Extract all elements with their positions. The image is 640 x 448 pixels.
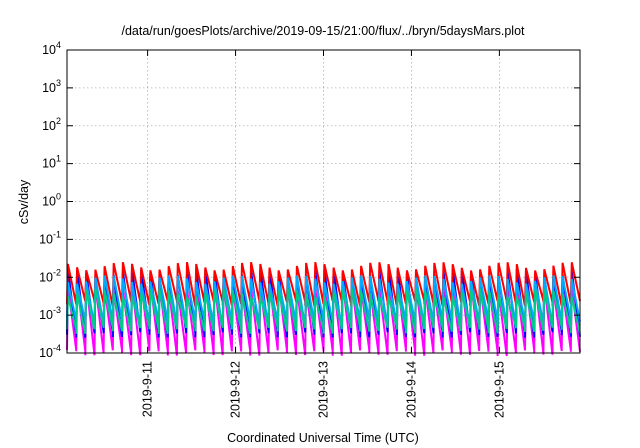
- y-tick-label: 10-3: [39, 305, 61, 322]
- y-axis: 10-4 10-3 10-2 10-1 100 101 102 103 104: [39, 40, 580, 360]
- x-tick-label: 2019-9-12: [229, 361, 243, 418]
- y-tick-label: 103: [42, 78, 61, 95]
- x-tick-label: 2019-9-15: [492, 361, 506, 418]
- y-tick-label: 104: [42, 40, 61, 57]
- y-axis-label: cSv/day: [17, 179, 31, 224]
- x-tick-label: 2019-9-13: [317, 361, 331, 418]
- series-layer: [66, 261, 581, 357]
- y-tick-label: 102: [42, 116, 61, 133]
- y-tick-label: 10-1: [39, 229, 61, 246]
- x-tick-label: 2019-9-14: [404, 361, 418, 418]
- y-tick-label: 10-2: [39, 267, 61, 284]
- chart-title: /data/run/goesPlots/archive/2019-09-15/2…: [121, 24, 525, 38]
- x-axis-label: Coordinated Universal Time (UTC): [227, 431, 419, 445]
- x-tick-label: 2019-9-11: [141, 361, 155, 417]
- y-tick-label: 100: [42, 192, 61, 209]
- series-line-5: [66, 288, 581, 334]
- y-tick-label: 101: [42, 154, 61, 171]
- x-axis: 2019-9-11 2019-9-12 2019-9-13 2019-9-14 2019…: [141, 50, 506, 418]
- y-tick-label: 10-4: [39, 343, 61, 360]
